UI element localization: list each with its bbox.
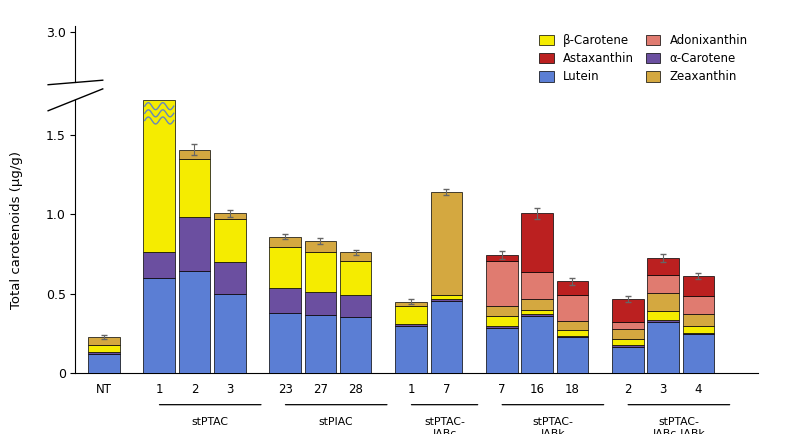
Text: stPTAC-
IABk: stPTAC- IABk	[533, 417, 573, 434]
Bar	[486, 326, 518, 328]
Bar	[179, 271, 210, 373]
Bar	[305, 292, 336, 315]
Bar	[683, 314, 714, 326]
Bar	[557, 336, 588, 338]
Bar	[144, 100, 175, 252]
Bar	[214, 262, 245, 294]
Bar	[522, 314, 553, 316]
Bar	[395, 324, 427, 326]
Bar	[612, 345, 644, 347]
Bar	[214, 214, 245, 219]
Bar	[486, 261, 518, 306]
Bar	[486, 255, 518, 261]
Bar	[144, 278, 175, 373]
Legend: β-Carotene, Astaxanthin, Lutein, Adonixanthin, α-Carotene, Zeaxanthin: β-Carotene, Astaxanthin, Lutein, Adonixa…	[535, 29, 753, 88]
Bar	[395, 302, 427, 306]
Bar	[557, 338, 588, 373]
Bar	[612, 322, 644, 329]
Bar	[88, 345, 120, 352]
Bar	[647, 311, 679, 320]
Bar	[522, 272, 553, 299]
Bar	[395, 326, 427, 373]
Bar	[612, 329, 644, 339]
Bar	[305, 315, 336, 373]
Bar	[557, 321, 588, 329]
Bar	[683, 276, 714, 296]
Bar	[88, 337, 120, 345]
Bar	[486, 316, 518, 326]
Text: stPTAC: stPTAC	[191, 417, 229, 427]
Bar	[647, 320, 679, 322]
Bar	[214, 219, 245, 262]
Text: stPTAC-
IABc-IABk: stPTAC- IABc-IABk	[653, 417, 705, 434]
Bar	[305, 252, 336, 292]
Bar	[486, 328, 518, 373]
Bar	[430, 295, 462, 299]
Bar	[430, 192, 462, 295]
Bar	[305, 241, 336, 252]
Bar	[557, 329, 588, 336]
Bar	[683, 334, 714, 373]
Bar	[683, 296, 714, 314]
Bar	[269, 313, 301, 373]
Text: Total carotenoids (μg/g): Total carotenoids (μg/g)	[10, 151, 22, 309]
Bar	[612, 339, 644, 345]
Text: stPTAC-
IABc: stPTAC- IABc	[424, 417, 465, 434]
Bar	[522, 214, 553, 272]
Text: stPIAC: stPIAC	[319, 417, 353, 427]
Bar	[522, 299, 553, 310]
Bar	[612, 299, 644, 322]
Bar	[179, 217, 210, 271]
Bar	[269, 247, 301, 288]
Bar	[557, 295, 588, 321]
Bar	[340, 261, 372, 296]
Bar	[340, 253, 372, 261]
Bar	[683, 333, 714, 334]
Bar	[430, 301, 462, 373]
Bar	[647, 258, 679, 275]
Bar	[522, 316, 553, 373]
Bar	[647, 322, 679, 373]
Bar	[430, 299, 462, 301]
Bar	[214, 294, 245, 373]
Bar	[88, 352, 120, 354]
Bar	[340, 296, 372, 317]
Bar	[486, 306, 518, 316]
Bar	[557, 281, 588, 295]
Bar	[647, 275, 679, 293]
Bar	[612, 347, 644, 373]
Bar	[395, 306, 427, 324]
Bar	[522, 310, 553, 314]
Bar	[269, 288, 301, 313]
Bar	[144, 252, 175, 278]
Bar	[88, 354, 120, 373]
Bar	[683, 326, 714, 333]
Bar	[647, 293, 679, 311]
Bar	[179, 150, 210, 159]
Bar	[179, 159, 210, 217]
Bar	[269, 237, 301, 247]
Bar	[340, 317, 372, 373]
